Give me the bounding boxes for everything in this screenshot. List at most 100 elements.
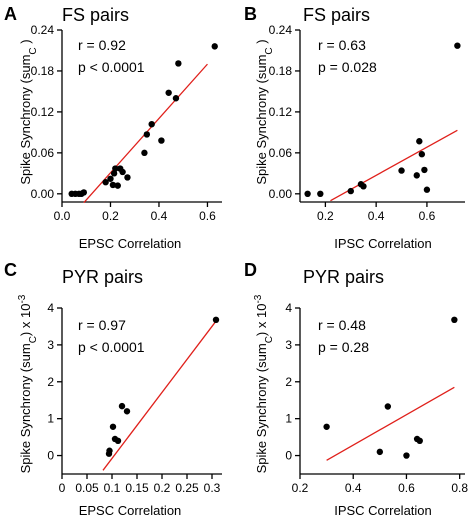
stat-text: r = 0.63 bbox=[318, 37, 366, 53]
data-point bbox=[451, 316, 458, 324]
x-tick-label: 0.6 bbox=[398, 481, 415, 495]
y-tick-label: 0.06 bbox=[31, 146, 55, 160]
data-point bbox=[175, 60, 182, 67]
y-axis-label-main: Spike Synchrony (sum bbox=[18, 343, 33, 473]
x-tick-label: 0 bbox=[59, 481, 66, 495]
data-point bbox=[212, 316, 220, 324]
y-tick-label: 3 bbox=[285, 338, 292, 352]
y-tick-label: 4 bbox=[47, 301, 54, 315]
x-tick-label: 0.4 bbox=[368, 209, 385, 223]
y-tick-label: 0.24 bbox=[269, 23, 293, 37]
x-tick-label: 0.6 bbox=[419, 209, 436, 223]
data-point bbox=[148, 120, 155, 128]
y-axis-label-tail: ) bbox=[254, 39, 269, 47]
data-point bbox=[107, 175, 114, 182]
x-tick-label: 0.6 bbox=[199, 209, 216, 223]
y-axis-label-subscript: C bbox=[28, 336, 39, 343]
panel-letter: C bbox=[4, 260, 17, 280]
y-tick-label: 0.00 bbox=[31, 187, 55, 201]
x-tick-label: 0.15 bbox=[125, 481, 149, 495]
x-tick-label: 0.2 bbox=[292, 481, 309, 495]
x-tick-label: 0.25 bbox=[175, 481, 199, 495]
y-tick-label: 0.00 bbox=[269, 187, 293, 201]
stat-text: p = 0.28 bbox=[318, 339, 369, 355]
data-point bbox=[110, 170, 118, 177]
panel-letter: D bbox=[244, 260, 257, 280]
panel-b: B FS pairs r = 0.63 p = 0.028 0.2 0.4 0.6 0.00 0… bbox=[244, 4, 465, 251]
data-point bbox=[360, 183, 367, 190]
panel-c: C PYR pairs r = 0.97 p < 0.0001 0 0.05 0.1 0.15… bbox=[4, 260, 222, 518]
y-tick-label: 0.12 bbox=[269, 105, 293, 119]
data-point bbox=[112, 165, 119, 172]
x-tick-label: 0.2 bbox=[102, 209, 119, 223]
data-point bbox=[143, 131, 151, 138]
y-tick-label: 0.18 bbox=[31, 64, 55, 78]
stat-text: p = 0.028 bbox=[318, 59, 377, 75]
data-point bbox=[403, 452, 410, 459]
y-tick-label: 0.18 bbox=[269, 64, 293, 78]
data-point bbox=[114, 437, 122, 444]
panel-d: D PYR pairs r = 0.48 p = 0.28 0.2 0.4 0.6 0.8 0 1… bbox=[244, 260, 468, 518]
y-axis-label-main: Spike Synchrony (sum bbox=[254, 55, 269, 185]
data-point bbox=[454, 42, 461, 49]
y-tick-label: 3 bbox=[47, 338, 54, 352]
panel-letter: A bbox=[4, 4, 17, 24]
data-point bbox=[109, 423, 117, 430]
x-axis-label: EPSC Correlation bbox=[79, 503, 182, 518]
x-tick-label: 0.8 bbox=[451, 481, 468, 495]
panel-title: FS pairs bbox=[303, 5, 370, 25]
data-point bbox=[416, 138, 423, 145]
data-point bbox=[158, 137, 165, 144]
y-tick-label: 2 bbox=[47, 375, 54, 389]
y-axis-label-subscript: C bbox=[28, 47, 39, 54]
stat-text: p < 0.0001 bbox=[78, 59, 145, 75]
y-axis-label-subscript: C bbox=[264, 336, 275, 343]
y-axis-label-superscript: -3 bbox=[253, 294, 264, 303]
data-point bbox=[413, 172, 420, 179]
x-tick-label: 0.4 bbox=[151, 209, 168, 223]
x-tick-label: 0.3 bbox=[204, 481, 221, 495]
x-axis-label: IPSC Correlation bbox=[334, 236, 432, 251]
y-axis-label: Spike Synchrony (sumC ) bbox=[18, 39, 39, 184]
regression-line bbox=[102, 319, 218, 471]
data-point bbox=[317, 190, 324, 198]
panel-a: A FS pairs r = 0.92 p < 0.0001 0.0 0.2 0.4 0.6 0… bbox=[4, 4, 222, 251]
regression-line bbox=[326, 386, 455, 461]
panel-title: PYR pairs bbox=[62, 267, 143, 287]
panel-letter: B bbox=[244, 4, 257, 24]
data-point bbox=[384, 403, 392, 410]
x-axis-label: EPSC Correlation bbox=[79, 236, 182, 251]
data-point bbox=[172, 95, 180, 102]
data-point bbox=[347, 187, 354, 195]
y-tick-label: 0.06 bbox=[269, 146, 293, 160]
data-point bbox=[124, 174, 131, 181]
x-tick-label: 0.05 bbox=[75, 481, 99, 495]
x-axis-label: IPSC Correlation bbox=[334, 503, 432, 518]
stat-text: r = 0.92 bbox=[78, 37, 126, 53]
y-axis-label-tail: ) bbox=[18, 39, 33, 47]
y-axis-label-main: Spike Synchrony (sum bbox=[254, 343, 269, 473]
data-point bbox=[109, 181, 117, 189]
data-point bbox=[118, 402, 126, 410]
data-point bbox=[80, 189, 88, 196]
data-point bbox=[123, 408, 131, 415]
data-point bbox=[423, 186, 431, 193]
y-axis-label-tail: ) x 10 bbox=[254, 304, 269, 337]
y-axis-label: Spike Synchrony (sumC) x 10-3 bbox=[253, 294, 275, 473]
data-point bbox=[165, 89, 172, 96]
data-point bbox=[398, 167, 405, 174]
y-axis-label-subscript: C bbox=[264, 47, 275, 54]
data-point bbox=[304, 190, 311, 198]
x-tick-label: 0.4 bbox=[345, 481, 362, 495]
data-point bbox=[323, 423, 330, 430]
y-tick-label: 0 bbox=[285, 449, 292, 463]
panel-title: FS pairs bbox=[62, 5, 129, 25]
data-point bbox=[119, 168, 126, 176]
stat-text: r = 0.97 bbox=[78, 317, 126, 333]
y-axis-label: Spike Synchrony (sumC ) bbox=[254, 39, 275, 184]
x-tick-label: 0.1 bbox=[104, 481, 121, 495]
data-point bbox=[211, 43, 218, 50]
y-axis-label-main: Spike Synchrony (sum bbox=[18, 55, 33, 185]
data-point bbox=[376, 448, 384, 456]
